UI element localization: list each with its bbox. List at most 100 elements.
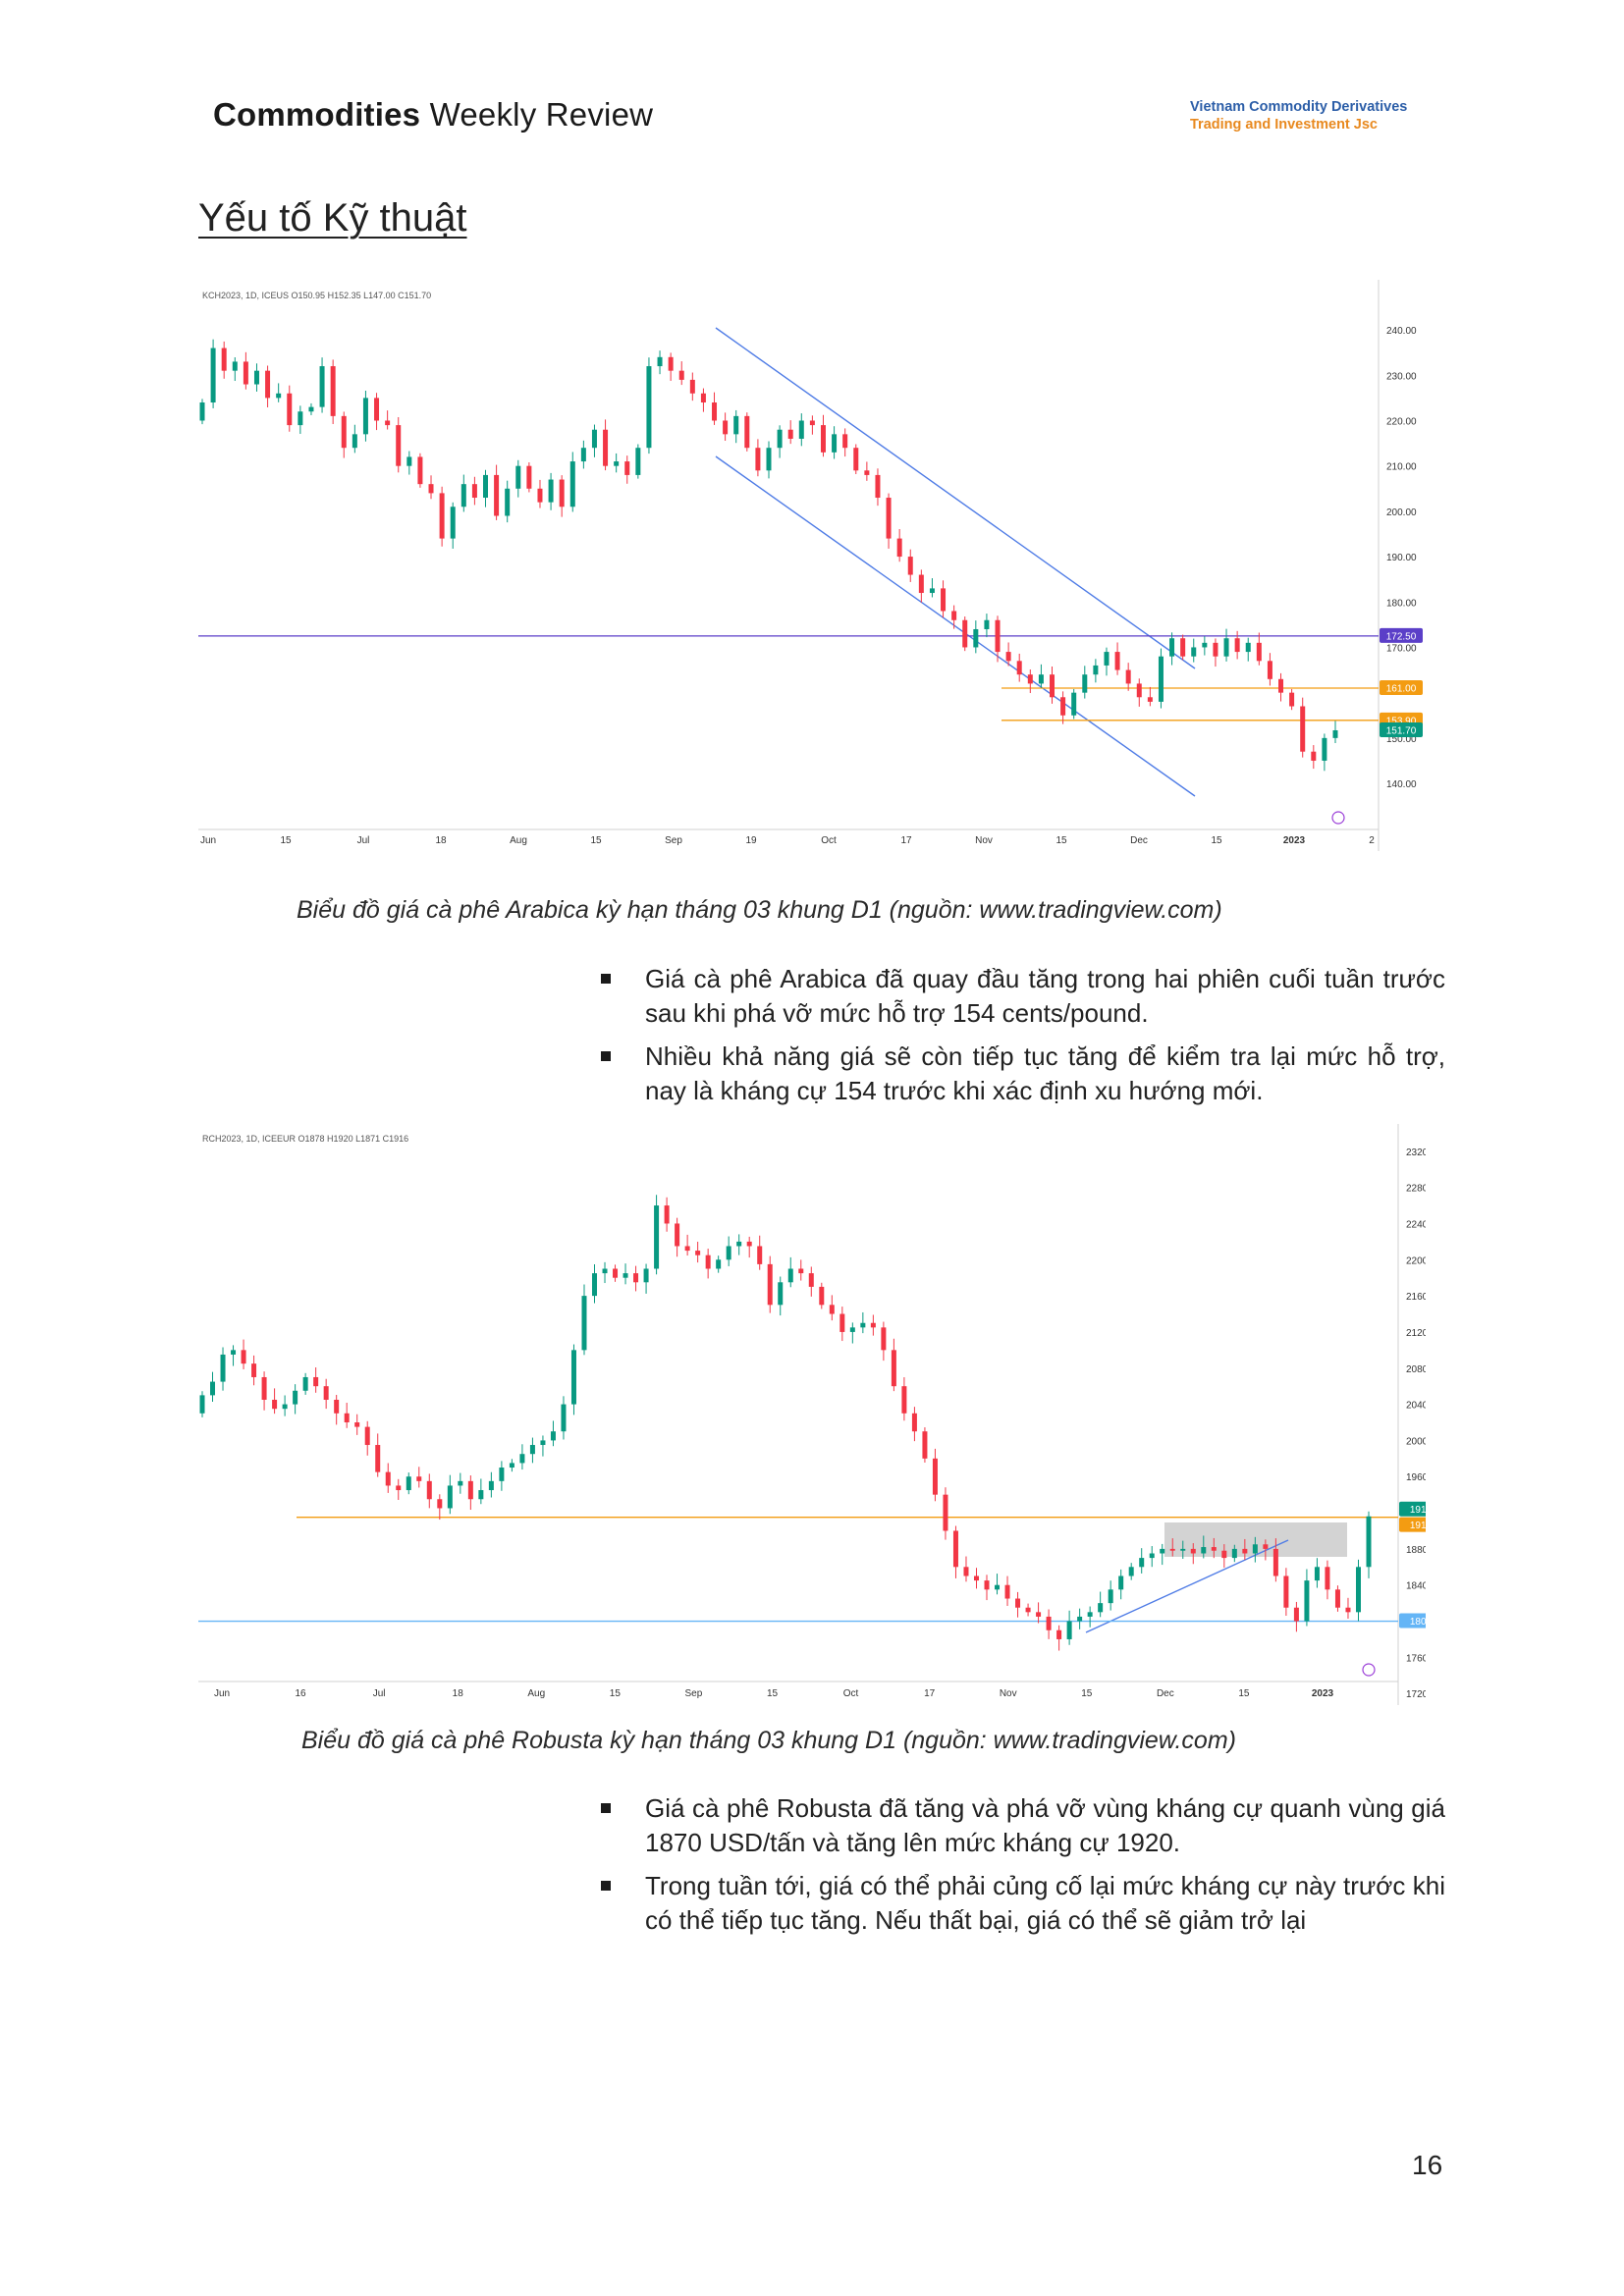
c2-candle-body bbox=[716, 1259, 722, 1269]
c1-candle-body bbox=[875, 474, 881, 499]
c1-x-tick-label: Sep bbox=[665, 835, 682, 846]
c2-candle-body bbox=[1293, 1607, 1299, 1622]
c1-price-tag bbox=[1380, 680, 1423, 696]
c2-candle-body bbox=[911, 1413, 917, 1432]
c1-candle-body bbox=[984, 619, 990, 629]
c2-candle-body bbox=[570, 1350, 576, 1405]
c2-candle-body bbox=[313, 1376, 319, 1387]
c2-y-tick-label: 2120 bbox=[1406, 1328, 1426, 1339]
c2-candle-body bbox=[1263, 1544, 1269, 1549]
c1-candle-body bbox=[809, 420, 815, 426]
c1-candle-body bbox=[221, 347, 227, 371]
c1-candle-body bbox=[1038, 674, 1044, 684]
c1-x-tick-label: 18 bbox=[435, 835, 447, 846]
c2-candle-body bbox=[220, 1354, 226, 1382]
c2-candle-body bbox=[613, 1268, 619, 1278]
c2-candle-body bbox=[426, 1480, 432, 1500]
c2-candle-body bbox=[705, 1255, 711, 1269]
c1-x-tick-label: 15 bbox=[1056, 835, 1067, 846]
brand-line-2: Trading and Investment Jsc bbox=[1190, 117, 1378, 133]
c1-candle-body bbox=[439, 493, 445, 539]
c2-candle-body bbox=[1190, 1548, 1196, 1554]
c1-candle-body bbox=[624, 461, 630, 475]
c2-candle-body bbox=[798, 1268, 804, 1274]
c1-price-tag bbox=[1380, 721, 1423, 737]
c2-candle-body bbox=[1221, 1550, 1227, 1559]
c2-x-tick-label: Nov bbox=[1000, 1688, 1017, 1699]
c1-candle-body bbox=[929, 588, 935, 594]
c2-candle-body bbox=[354, 1422, 360, 1427]
c2-candle-body bbox=[364, 1426, 370, 1446]
c2-y-tick-label: 2320 bbox=[1406, 1148, 1426, 1158]
c2-x-tick-label: 17 bbox=[924, 1688, 936, 1699]
c1-candle-body bbox=[614, 461, 620, 466]
c2-x-tick-label: Jun bbox=[214, 1688, 230, 1699]
c1-y-tick-label: 150.00 bbox=[1386, 734, 1417, 745]
c2-candle-body bbox=[849, 1327, 855, 1332]
c2-x-tick-label: 15 bbox=[610, 1688, 622, 1699]
c2-candle-body bbox=[499, 1468, 505, 1481]
report-title-bold: Commodities bbox=[213, 96, 421, 133]
c2-candle-body bbox=[1345, 1607, 1351, 1613]
c1-candle-body bbox=[842, 434, 848, 449]
c1-y-tick-label: 190.00 bbox=[1386, 553, 1417, 563]
c1-candle-body bbox=[907, 557, 913, 575]
c1-candle-body bbox=[548, 479, 554, 503]
c1-candle-body bbox=[417, 456, 423, 485]
c1-candle-body bbox=[646, 366, 652, 449]
arabica-bullet-1: Giá cà phê Arabica đã quay đầu tăng tron… bbox=[599, 962, 1445, 1031]
arabica-caption: Biểu đồ giá cà phê Arabica kỳ hạn tháng … bbox=[297, 896, 1222, 924]
c2-candle-body bbox=[467, 1480, 473, 1500]
c2-candle-body bbox=[406, 1476, 411, 1491]
c2-candle-body bbox=[519, 1454, 525, 1464]
c1-candle-body bbox=[1136, 683, 1142, 698]
robusta-bullet-2-text: Trong tuần tới, giá có thể phải củng cố … bbox=[645, 1871, 1445, 1935]
arabica-chart-svg: KCH2023, 1D, ICEUS O150.95 H152.35 L147.… bbox=[198, 280, 1423, 851]
c2-candle-body bbox=[963, 1567, 969, 1576]
c1-candle-body bbox=[787, 429, 793, 439]
c2-candle-body bbox=[1201, 1547, 1207, 1554]
c2-candle-body bbox=[1272, 1548, 1278, 1576]
c1-candle-body bbox=[1016, 661, 1022, 675]
c2-y-tick-label: 2040 bbox=[1406, 1401, 1426, 1412]
c2-candle-body bbox=[695, 1251, 701, 1255]
page-number: 16 bbox=[1412, 2150, 1443, 2180]
c1-price-tag-label: 161.00 bbox=[1386, 684, 1417, 695]
c2-y-tick-label: 1840 bbox=[1406, 1581, 1426, 1592]
report-title: Commodities Weekly Review bbox=[213, 96, 653, 133]
c2-candle-body bbox=[1334, 1589, 1340, 1608]
arabica-bullet-list: Giá cà phê Arabica đã quay đầu tăng tron… bbox=[599, 962, 1445, 1117]
c2-candle-body bbox=[675, 1223, 680, 1247]
c2-candle-body bbox=[1139, 1558, 1145, 1568]
c2-candle-body bbox=[323, 1386, 329, 1400]
c2-candle-body bbox=[870, 1322, 876, 1328]
c1-x-tick-label: 19 bbox=[745, 835, 757, 846]
c2-candle-body bbox=[757, 1246, 763, 1264]
c1-candle-body bbox=[678, 370, 684, 380]
c2-candle-body bbox=[901, 1386, 907, 1414]
c2-candle-body bbox=[1015, 1598, 1021, 1608]
c1-candle-body bbox=[232, 361, 238, 371]
c2-candle-body bbox=[881, 1327, 887, 1351]
c2-y-tick-label: 1880 bbox=[1406, 1545, 1426, 1556]
c2-candle-body bbox=[654, 1205, 660, 1269]
c1-candle-body bbox=[580, 448, 586, 462]
c2-y-tick-label: 1720 bbox=[1406, 1689, 1426, 1700]
c2-candle-body bbox=[664, 1205, 670, 1224]
c1-candle-body bbox=[526, 465, 532, 489]
c1-candle-body bbox=[995, 619, 1001, 653]
c2-candle-body bbox=[592, 1273, 598, 1297]
c1-x-tick-label: 15 bbox=[280, 835, 292, 846]
bullet-square-icon bbox=[601, 974, 611, 984]
c2-candle-body bbox=[561, 1404, 567, 1432]
c2-x-tick-label: 18 bbox=[453, 1688, 464, 1699]
c1-x-tick-label: 2023 bbox=[1283, 835, 1306, 846]
c2-y-tick-label: 2080 bbox=[1406, 1364, 1426, 1375]
c1-candle-body bbox=[1191, 647, 1197, 657]
c1-candle-body bbox=[253, 370, 259, 385]
c1-candle-body bbox=[591, 429, 597, 449]
c1-candle-body bbox=[700, 393, 706, 403]
c2-candle-body bbox=[819, 1286, 825, 1306]
c1-candle-body bbox=[210, 347, 216, 403]
c2-candle-body bbox=[1056, 1629, 1062, 1639]
